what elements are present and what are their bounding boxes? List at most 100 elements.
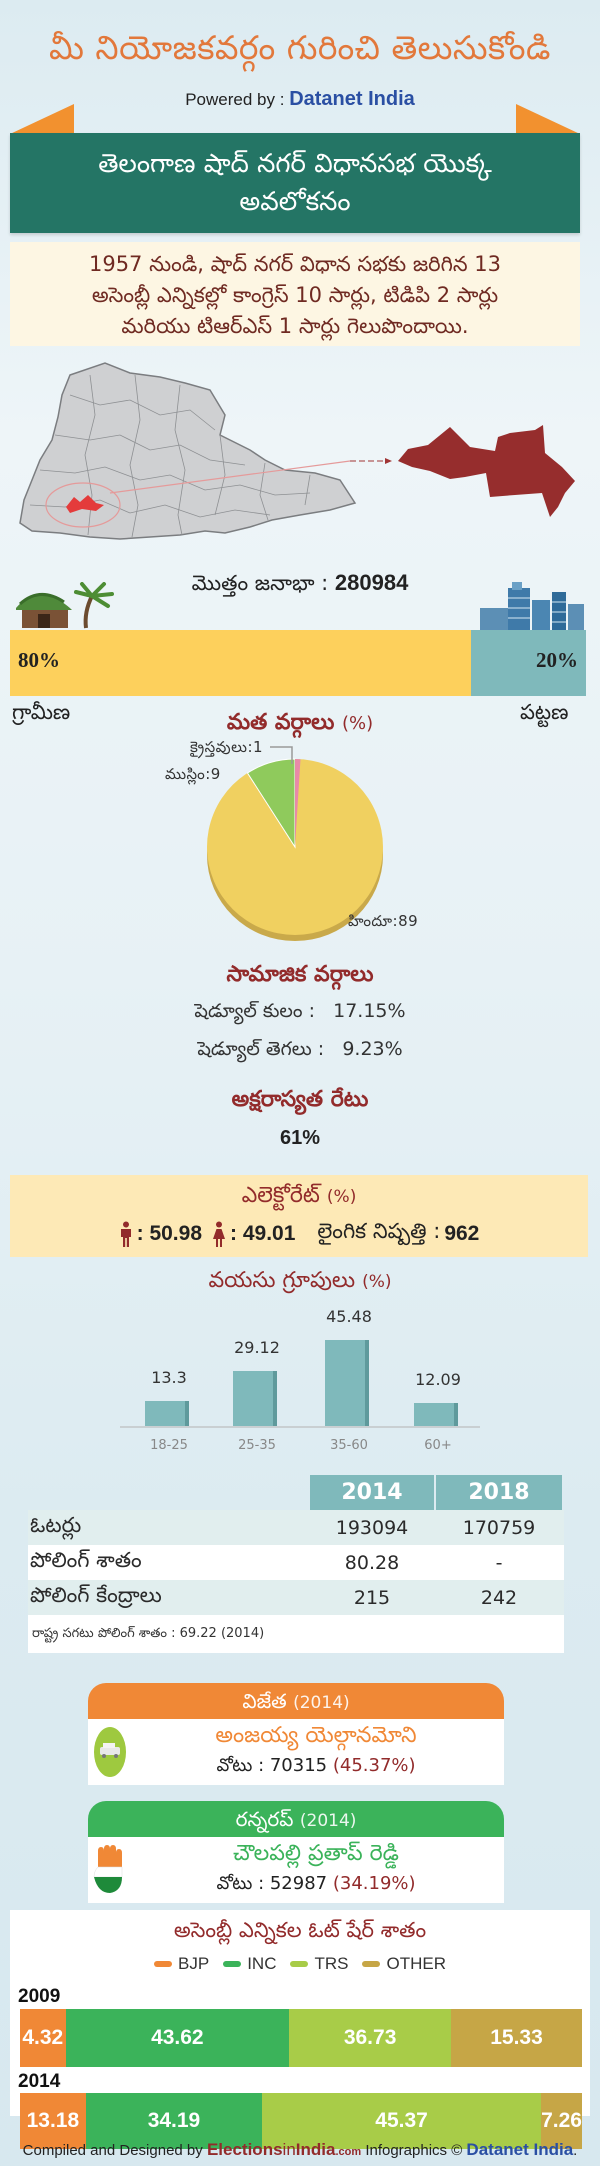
age-cat-60-plus: 60+ (424, 1438, 452, 1453)
winner-header: విజేత (2014) (88, 1683, 504, 1719)
literacy-title: అక్షరాస్యత రేటు (231, 1087, 369, 1112)
vote-share-title: అసెంబ్లీ ఎన్నికల ఓట్ షేర్ శాతం (173, 1918, 427, 1942)
female-icon (213, 1221, 226, 1247)
runner-up-votes: వోటు : 52987 (34.19%) (128, 1873, 504, 1898)
constituency-map (19, 362, 575, 540)
runner-up-name: చౌలపల్లి ప్రతాప్ రెడ్డి (233, 1841, 399, 1866)
runner-up-header: రన్నరప్ (2014) (88, 1801, 504, 1837)
seg-2014-bjp: 13.18 (20, 2093, 86, 2149)
age-cat-25-35: 25-35 (238, 1438, 276, 1453)
intro-summary: 1957 నుండి, షాద్ నగర్ విధాన సభకు జరిగిన … (10, 242, 580, 346)
age-bar-60-plus (414, 1403, 458, 1426)
male-icon (120, 1221, 131, 1247)
age-groups-title: వయసు గ్రూపులు (%) (0, 1268, 600, 1298)
winner-name: అంజయ్య యెల్గానమోని (215, 1723, 417, 1748)
st-label: షెడ్యూల్ తెగలు : (197, 1038, 325, 1060)
eii-part-3: India (295, 2140, 336, 2159)
runner-up-body: చౌలపల్లి ప్రతాప్ రెడ్డి వోటు : 52987 (34… (88, 1837, 504, 1903)
age-title-text: వయసు గ్రూపులు (208, 1268, 356, 1293)
intro-line-2: అసెంబ్లీ ఎన్నికల్లో కాంగ్రెస్ 10 సార్లు,… (91, 283, 499, 307)
legend-swatch-inc (223, 1961, 242, 1967)
constituency-shape-icon (398, 425, 575, 517)
rural-percent: 80% (18, 648, 60, 672)
age-bar-35-60 (325, 1340, 369, 1426)
rural-segment: 80% (10, 630, 471, 696)
footer-compiled: Compiled and Designed by (22, 2142, 203, 2159)
sex-ratio-value: 962 (444, 1222, 480, 1245)
vote-share-bar-2014: 13.18 34.19 45.37 7.26 (20, 2093, 582, 2149)
intro-line-3: మరియు టిఆర్ఎస్ 1 సార్లు గెలుపొందాయి. (121, 314, 469, 338)
vote-share-panel: అసెంబ్లీ ఎన్నికల ఓట్ షేర్ శాతం BJP INC T… (10, 1910, 590, 2149)
age-bar-18-25 (145, 1401, 189, 1426)
legend-label-bjp: BJP (178, 1954, 210, 1973)
polling-stations-2014: 215 (353, 1586, 391, 1609)
legend-label-other: OTHER (386, 1954, 446, 1973)
runner-up-card: రన్నరప్ (2014) చౌలపల్లి ప్రతాప్ రెడ్డి వ… (88, 1801, 504, 1903)
age-cat-35-60: 35-60 (330, 1438, 368, 1453)
urban-label: పట్టణ (520, 700, 569, 724)
polling-stations-2018: 242 (480, 1586, 518, 1609)
age-cat-18-25: 18-25 (150, 1438, 188, 1453)
runner-up-year: (2014) (299, 1811, 357, 1831)
vote-share-year-2014: 2014 (18, 2071, 61, 2092)
eii-part-4: .com (335, 2146, 362, 2158)
sex-ratio-label: లైంగిక నిష్పత్తి : (317, 1219, 441, 1243)
state-average-note: రాష్ట్ర సగటు పోలింగ్ శాతం : 69.22 (2014) (28, 1615, 564, 1653)
legend-label-inc: INC (247, 1954, 277, 1973)
legend-label-trs: TRS (314, 1954, 349, 1973)
sc-value: 17.15% (333, 1000, 406, 1022)
legend-swatch-trs (290, 1961, 309, 1967)
age-groups-bar-chart: 13.3 29.12 45.48 12.09 18-25 25-35 35-60… (120, 1307, 480, 1460)
winner-year: (2014) (293, 1693, 350, 1713)
runner-up-votes-pct: (34.19%) (332, 1873, 416, 1894)
age-value-60-plus: 12.09 (415, 1370, 461, 1389)
sc-label: షెడ్యూల్ కులం : (194, 1000, 315, 1022)
electorate-title: ఎలెక్టోరేట్ (%) (10, 1175, 588, 1213)
intro-line-1: 1957 నుండి, షాద్ నగర్ విధాన సభకు జరిగిన … (88, 252, 502, 276)
title-banner: తెలంగాణ షాద్ నగర్ విధానసభ యొక్క అవలోకనం (10, 133, 580, 233)
religion-pie-chart (207, 758, 383, 941)
banner-line-2: అవలోకనం (239, 187, 351, 217)
banner-line-1: తెలంగాణ షాద్ నగర్ విధానసభ యొక్క (98, 149, 492, 179)
scheduled-tribe-row: షెడ్యూల్ తెగలు : 9.23% (0, 1038, 600, 1065)
seg-2009-bjp: 4.32 (20, 2009, 66, 2067)
electorate-row: : 50.98 : 49.01 లైంగిక నిష్పత్తి : 962 (10, 1219, 588, 1249)
population-total: మొత్తం జనాభా : 280984 (0, 570, 600, 601)
runner-up-heading: రన్నరప్ (235, 1807, 294, 1831)
age-value-18-25: 13.3 (151, 1368, 187, 1387)
row-label-voters: ఓటర్లు (30, 1512, 82, 1537)
electorate-panel: ఎలెక్టోరేట్ (%) : 50.98 : 49.01 లైంగిక న… (10, 1175, 588, 1257)
footer-credits: Compiled and Designed by ElectionsinIndi… (0, 2140, 600, 2160)
winner-votes-count: వోటు : 70315 (216, 1755, 328, 1776)
header-2014: 2014 (310, 1475, 434, 1510)
winner-votes: వోటు : 70315 (45.37%) (128, 1755, 504, 1780)
seg-2014-other: 7.26 (540, 2093, 582, 2149)
electorate-unit: (%) (326, 1187, 357, 1207)
polling-pct-2018: - (495, 1551, 503, 1574)
religion-title: మత వర్గాలు (%) (0, 710, 600, 740)
vote-share-bar-2009: 4.32 43.62 36.73 15.33 (20, 2009, 582, 2067)
pie-label-hindu: హిందూ:89 (348, 912, 419, 930)
age-value-25-35: 29.12 (234, 1338, 280, 1357)
legend-item-inc: INC (223, 1954, 276, 1974)
trs-car-symbol-icon (94, 1727, 126, 1777)
row-label-polling-pct: పోలింగ్ శాతం (30, 1547, 142, 1572)
footer-datanet: Datanet India (466, 2140, 574, 2159)
rural-hut-icon (16, 582, 114, 629)
urban-percent: 20% (535, 648, 578, 672)
seg-2009-other: 15.33 (451, 2009, 582, 2067)
seg-2009-trs: 36.73 (289, 2009, 452, 2067)
winner-heading: విజేత (242, 1689, 287, 1713)
religion-unit: (%) (342, 713, 374, 734)
winner-card: విజేత (2014) అంజయ్య యెల్గానమోని వోటు : 7… (88, 1683, 504, 1785)
vote-share-legend: BJP INC TRS OTHER (10, 1954, 590, 1974)
male-value: : 50.98 (136, 1222, 203, 1245)
header-2018: 2018 (436, 1475, 562, 1510)
legend-swatch-other (362, 1961, 381, 1967)
winner-votes-pct: (45.37%) (332, 1755, 416, 1776)
age-axis-line (120, 1426, 480, 1428)
population-bar: 80% 20% (10, 630, 586, 696)
social-groups-title: సామాజిక వర్గాలు (226, 962, 374, 987)
seg-2009-inc: 43.62 (65, 2009, 290, 2067)
population-value: 280984 (334, 570, 409, 595)
